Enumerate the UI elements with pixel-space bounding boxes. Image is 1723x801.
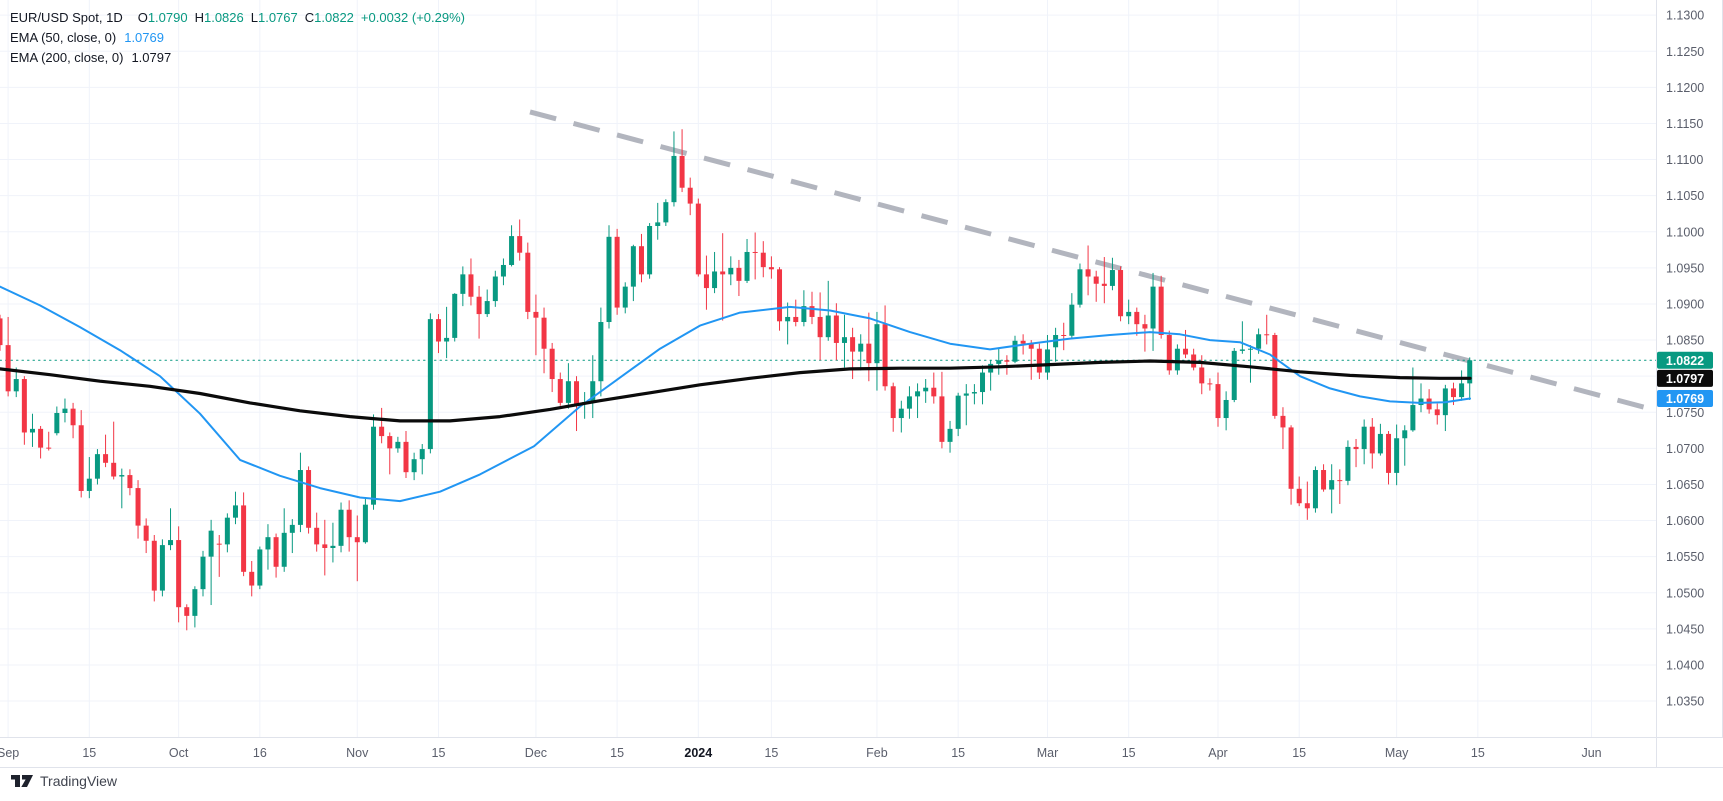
ema200-value: 1.0797 — [131, 50, 172, 65]
price-tag-value: 1.0822 — [1666, 354, 1704, 368]
time-tick-label: 15 — [1471, 746, 1485, 760]
time-tick-label: 15 — [1122, 746, 1136, 760]
ema200-label: EMA (200, close, 0) — [10, 50, 124, 65]
price-tick-label: 1.1250 — [1666, 45, 1704, 59]
price-tag-value: 1.0769 — [1666, 392, 1704, 406]
price-tick-label: 1.0700 — [1666, 442, 1704, 456]
price-tick-label: 1.0350 — [1666, 695, 1704, 709]
time-tick-label: Sep — [0, 746, 19, 760]
close-key: C — [304, 10, 315, 25]
price-tick-label: 1.0400 — [1666, 658, 1704, 672]
time-tick-label: Apr — [1208, 746, 1227, 760]
price-tick-label: 1.0900 — [1666, 297, 1704, 311]
open-value: 1.0790 — [147, 10, 188, 25]
time-tick-label: Mar — [1037, 746, 1059, 760]
ema200-line — [0, 359, 1472, 423]
time-axis[interactable]: Sep 15 Oct 16 Nov 15 Dec 15 2024 15 Feb 15 Mar 15 Apr 1… — [0, 746, 1602, 760]
price-tick-label: 1.0650 — [1666, 478, 1704, 492]
grid — [0, 0, 1656, 737]
tradingview-wordmark: TradingView — [40, 773, 118, 789]
time-tick-label: May — [1385, 746, 1409, 760]
price-tick-label: 1.0850 — [1666, 334, 1704, 348]
price-axis-tags: 1.0822 1.0797 1.0769 — [1657, 351, 1713, 408]
price-tag — [1657, 390, 1713, 408]
time-tick-label: 15 — [951, 746, 965, 760]
time-tick-label: Dec — [525, 746, 547, 760]
ema50-legend-row[interactable]: EMA (50, close, 0) 1.0769 — [10, 28, 465, 48]
price-tick-label: 1.0550 — [1666, 550, 1704, 564]
ema50-label: EMA (50, close, 0) — [10, 30, 117, 45]
high-value: 1.0826 — [203, 10, 244, 25]
price-tick-label: 1.1150 — [1666, 117, 1703, 131]
ema50-value: 1.0769 — [124, 30, 164, 45]
low-value: 1.0767 — [257, 10, 298, 25]
time-tick-label: 15 — [82, 746, 96, 760]
time-tick-label: 15 — [764, 746, 778, 760]
time-tick-label: 15 — [1292, 746, 1306, 760]
symbol-title: EUR/USD Spot, 1D — [10, 10, 123, 25]
candlestick-series — [0, 129, 1473, 631]
price-tick-label: 1.1300 — [1666, 9, 1704, 23]
ema50-line — [0, 285, 1471, 503]
legend: EUR/USD Spot, 1D O1.0790 H1.0826 L1.0767 C1.… — [10, 8, 465, 68]
price-tick-label: 1.1050 — [1666, 189, 1704, 203]
symbol-legend-row[interactable]: EUR/USD Spot, 1D O1.0790 H1.0826 L1.0767 C1.… — [10, 8, 465, 28]
price-tag-value: 1.0797 — [1666, 372, 1704, 386]
open-key: O — [137, 10, 148, 25]
price-axis[interactable]: 1.1300 1.1250 1.1200 1.1150 1.1100 1.1050 1.10… — [1666, 9, 1704, 709]
price-tick-label: 1.1100 — [1666, 153, 1703, 167]
high-key: H — [194, 10, 204, 25]
tradingview-logo-icon — [11, 775, 33, 787]
change-value: +0.0032 (+0.29%) — [360, 10, 465, 25]
time-tick-label: Feb — [866, 746, 888, 760]
price-tick-label: 1.0600 — [1666, 514, 1704, 528]
price-tag — [1657, 369, 1713, 387]
price-tick-label: 1.0750 — [1666, 406, 1704, 420]
close-value: 1.0822 — [314, 10, 354, 25]
time-tick-label: Nov — [346, 746, 369, 760]
time-tick-label: Jun — [1581, 746, 1601, 760]
time-tick-label: 16 — [253, 746, 267, 760]
axis-borders — [0, 0, 1723, 768]
time-tick-label: Oct — [169, 746, 189, 760]
tradingview-attribution[interactable]: TradingView — [10, 772, 117, 790]
price-tick-label: 1.0500 — [1666, 586, 1704, 600]
price-tag — [1657, 351, 1713, 369]
low-key: L — [250, 10, 258, 25]
price-tick-label: 1.0450 — [1666, 622, 1704, 636]
price-tick-label: 1.0950 — [1666, 261, 1704, 275]
time-tick-label: 15 — [610, 746, 624, 760]
price-tick-label: 1.1200 — [1666, 81, 1704, 95]
ema200-legend-row[interactable]: EMA (200, close, 0) 1.0797 — [10, 48, 465, 68]
time-tick-label: 2024 — [684, 746, 712, 760]
time-tick-label: 15 — [432, 746, 446, 760]
price-tick-label: 1.1000 — [1666, 225, 1704, 239]
